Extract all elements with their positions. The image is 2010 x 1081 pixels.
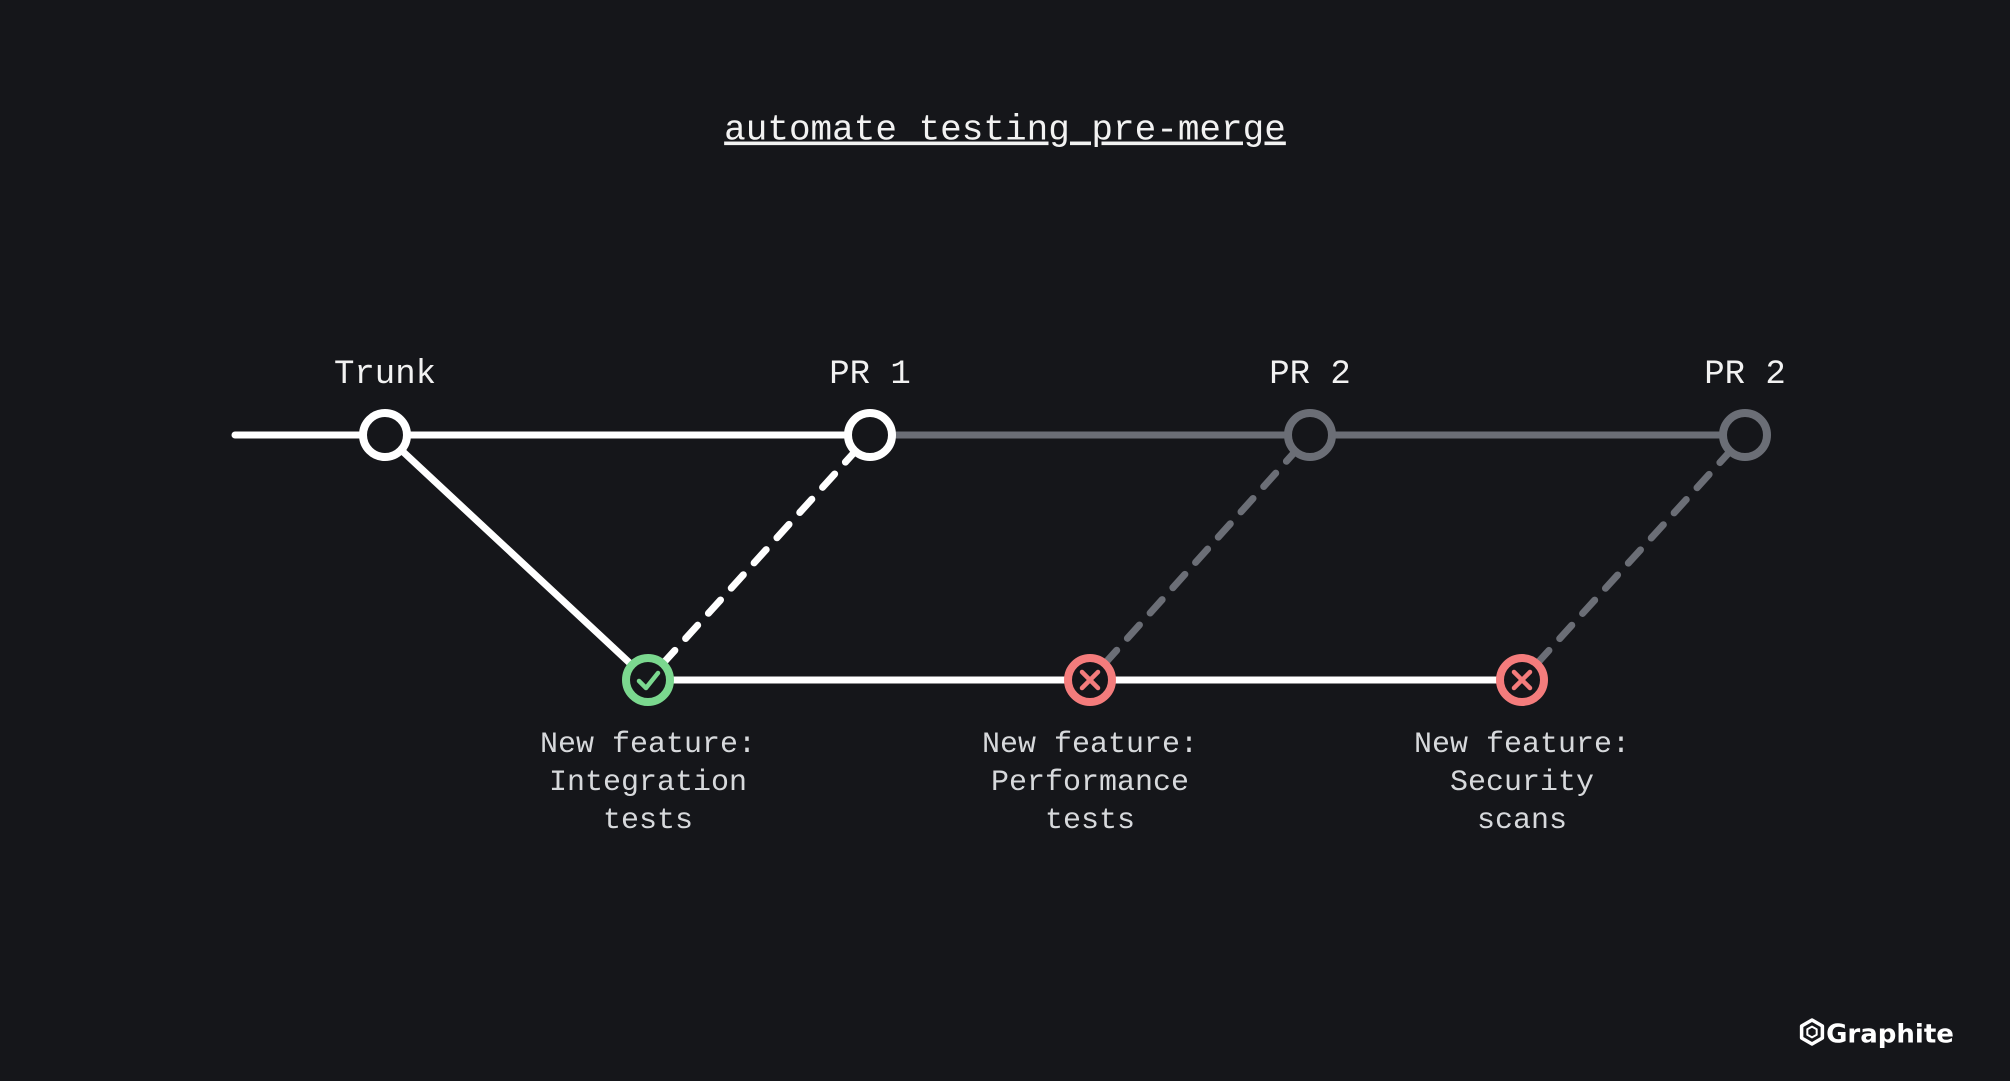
bottom-node-caption-line: New feature: (540, 728, 756, 762)
bottom-node-caption-line: Performance (991, 766, 1189, 800)
top-node-label: PR 1 (829, 356, 911, 394)
bottom-node-caption-line: New feature: (1414, 728, 1630, 762)
bottom-node-caption-line: tests (1045, 804, 1135, 838)
bottom-node-feat3 (1500, 658, 1544, 702)
top-node-label: PR 2 (1269, 356, 1351, 394)
top-node-pr1 (848, 413, 892, 457)
top-node-label: Trunk (334, 356, 436, 394)
brand-text: Graphite (1826, 1020, 1954, 1050)
bottom-node-caption-line: scans (1477, 804, 1567, 838)
bottom-node-caption-line: tests (603, 804, 693, 838)
bottom-node-feat2 (1068, 658, 1112, 702)
background (0, 0, 2010, 1081)
top-node-pr2a (1288, 413, 1332, 457)
diagram-canvas: automate testing pre-merge Trunk PR 1 PR 2… (0, 0, 2010, 1081)
bottom-node-feat1 (626, 658, 670, 702)
top-node-pr2b (1723, 413, 1767, 457)
bottom-node-caption-line: New feature: (982, 728, 1198, 762)
top-node-trunk (363, 413, 407, 457)
bottom-node-caption-line: Integration (549, 766, 747, 800)
diagram-title: automate testing pre-merge (724, 110, 1286, 151)
bottom-node-caption-line: Security (1450, 766, 1594, 800)
top-node-label: PR 2 (1704, 356, 1786, 394)
